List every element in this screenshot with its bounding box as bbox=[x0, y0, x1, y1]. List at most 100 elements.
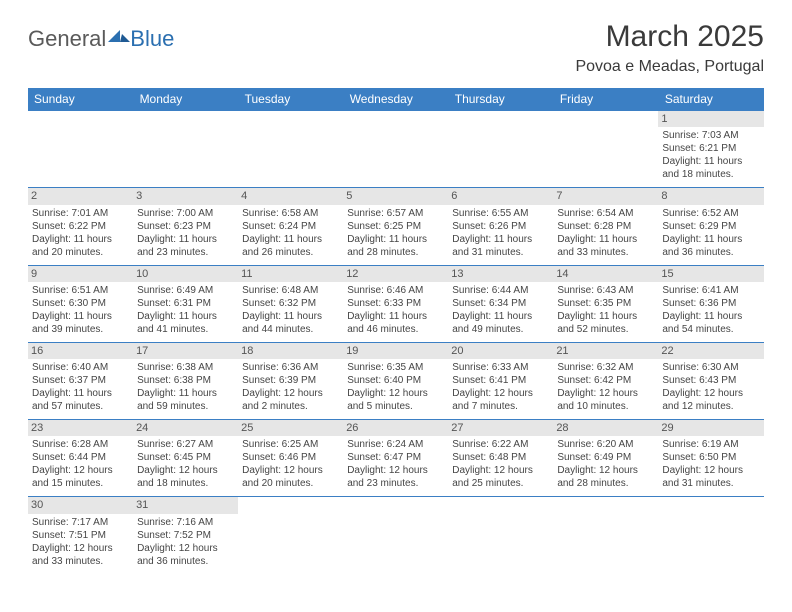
calendar-day-cell: 19Sunrise: 6:35 AMSunset: 6:40 PMDayligh… bbox=[343, 342, 448, 419]
calendar-day-cell bbox=[448, 497, 553, 574]
daylight2-text: and 33 minutes. bbox=[557, 246, 654, 259]
daylight2-text: and 15 minutes. bbox=[32, 477, 129, 490]
sunset-text: Sunset: 6:21 PM bbox=[662, 142, 759, 155]
day-number: 15 bbox=[658, 266, 763, 282]
sunrise-text: Sunrise: 6:19 AM bbox=[662, 438, 759, 451]
day-number: 24 bbox=[133, 420, 238, 436]
sunset-text: Sunset: 6:47 PM bbox=[347, 451, 444, 464]
daylight2-text: and 7 minutes. bbox=[452, 400, 549, 413]
sunset-text: Sunset: 6:31 PM bbox=[137, 297, 234, 310]
sunset-text: Sunset: 6:50 PM bbox=[662, 451, 759, 464]
calendar-day-cell: 29Sunrise: 6:19 AMSunset: 6:50 PMDayligh… bbox=[658, 420, 763, 497]
calendar-day-cell: 15Sunrise: 6:41 AMSunset: 6:36 PMDayligh… bbox=[658, 265, 763, 342]
daylight1-text: Daylight: 12 hours bbox=[242, 464, 339, 477]
calendar-day-cell: 30Sunrise: 7:17 AMSunset: 7:51 PMDayligh… bbox=[28, 497, 133, 574]
day-number: 11 bbox=[238, 266, 343, 282]
sunset-text: Sunset: 6:34 PM bbox=[452, 297, 549, 310]
daylight1-text: Daylight: 11 hours bbox=[662, 310, 759, 323]
sunrise-text: Sunrise: 6:25 AM bbox=[242, 438, 339, 451]
sunrise-text: Sunrise: 6:48 AM bbox=[242, 284, 339, 297]
calendar-day-cell: 20Sunrise: 6:33 AMSunset: 6:41 PMDayligh… bbox=[448, 342, 553, 419]
title-block: March 2025 Povoa e Meadas, Portugal bbox=[575, 20, 764, 76]
day-number: 27 bbox=[448, 420, 553, 436]
sunset-text: Sunset: 6:32 PM bbox=[242, 297, 339, 310]
calendar-day-cell: 27Sunrise: 6:22 AMSunset: 6:48 PMDayligh… bbox=[448, 420, 553, 497]
sunrise-text: Sunrise: 6:40 AM bbox=[32, 361, 129, 374]
sunrise-text: Sunrise: 7:16 AM bbox=[137, 516, 234, 529]
calendar-day-cell bbox=[448, 111, 553, 188]
calendar-week-row: 2Sunrise: 7:01 AMSunset: 6:22 PMDaylight… bbox=[28, 188, 764, 265]
flag-icon bbox=[108, 26, 130, 52]
daylight1-text: Daylight: 12 hours bbox=[452, 387, 549, 400]
daylight2-text: and 12 minutes. bbox=[662, 400, 759, 413]
day-number bbox=[448, 497, 553, 499]
daylight2-text: and 46 minutes. bbox=[347, 323, 444, 336]
calendar-day-cell: 5Sunrise: 6:57 AMSunset: 6:25 PMDaylight… bbox=[343, 188, 448, 265]
daylight1-text: Daylight: 12 hours bbox=[242, 387, 339, 400]
daylight2-text: and 54 minutes. bbox=[662, 323, 759, 336]
day-number bbox=[658, 497, 763, 499]
calendar-week-row: 1Sunrise: 7:03 AMSunset: 6:21 PMDaylight… bbox=[28, 111, 764, 188]
calendar-day-cell: 9Sunrise: 6:51 AMSunset: 6:30 PMDaylight… bbox=[28, 265, 133, 342]
sunset-text: Sunset: 6:41 PM bbox=[452, 374, 549, 387]
daylight2-text: and 31 minutes. bbox=[452, 246, 549, 259]
calendar-table: Sunday Monday Tuesday Wednesday Thursday… bbox=[28, 88, 764, 574]
daylight2-text: and 39 minutes. bbox=[32, 323, 129, 336]
calendar-day-cell: 12Sunrise: 6:46 AMSunset: 6:33 PMDayligh… bbox=[343, 265, 448, 342]
sunrise-text: Sunrise: 6:49 AM bbox=[137, 284, 234, 297]
weekday-header: Friday bbox=[553, 88, 658, 111]
calendar-day-cell: 17Sunrise: 6:38 AMSunset: 6:38 PMDayligh… bbox=[133, 342, 238, 419]
calendar-day-cell bbox=[343, 111, 448, 188]
day-number bbox=[133, 111, 238, 113]
sunrise-text: Sunrise: 6:28 AM bbox=[32, 438, 129, 451]
sunrise-text: Sunrise: 6:32 AM bbox=[557, 361, 654, 374]
day-number bbox=[28, 111, 133, 113]
daylight2-text: and 33 minutes. bbox=[32, 555, 129, 568]
sunset-text: Sunset: 6:26 PM bbox=[452, 220, 549, 233]
calendar-day-cell: 31Sunrise: 7:16 AMSunset: 7:52 PMDayligh… bbox=[133, 497, 238, 574]
sunset-text: Sunset: 6:36 PM bbox=[662, 297, 759, 310]
daylight2-text: and 41 minutes. bbox=[137, 323, 234, 336]
calendar-day-cell bbox=[28, 111, 133, 188]
logo-text-general: General bbox=[28, 26, 106, 52]
calendar-day-cell: 25Sunrise: 6:25 AMSunset: 6:46 PMDayligh… bbox=[238, 420, 343, 497]
sunset-text: Sunset: 6:29 PM bbox=[662, 220, 759, 233]
sunset-text: Sunset: 6:45 PM bbox=[137, 451, 234, 464]
weekday-header: Tuesday bbox=[238, 88, 343, 111]
daylight1-text: Daylight: 11 hours bbox=[347, 310, 444, 323]
daylight2-text: and 5 minutes. bbox=[347, 400, 444, 413]
daylight1-text: Daylight: 11 hours bbox=[557, 233, 654, 246]
sunrise-text: Sunrise: 7:01 AM bbox=[32, 207, 129, 220]
daylight2-text: and 28 minutes. bbox=[557, 477, 654, 490]
day-number: 8 bbox=[658, 188, 763, 204]
day-number: 4 bbox=[238, 188, 343, 204]
daylight1-text: Daylight: 11 hours bbox=[137, 310, 234, 323]
sunset-text: Sunset: 6:30 PM bbox=[32, 297, 129, 310]
calendar-day-cell bbox=[553, 497, 658, 574]
daylight2-text: and 23 minutes. bbox=[137, 246, 234, 259]
day-number bbox=[238, 111, 343, 113]
daylight1-text: Daylight: 12 hours bbox=[137, 542, 234, 555]
daylight1-text: Daylight: 12 hours bbox=[137, 464, 234, 477]
location-label: Povoa e Meadas, Portugal bbox=[575, 58, 764, 76]
day-number: 22 bbox=[658, 343, 763, 359]
calendar-body: 1Sunrise: 7:03 AMSunset: 6:21 PMDaylight… bbox=[28, 111, 764, 574]
day-number: 29 bbox=[658, 420, 763, 436]
daylight1-text: Daylight: 12 hours bbox=[557, 464, 654, 477]
day-number: 26 bbox=[343, 420, 448, 436]
calendar-day-cell bbox=[133, 111, 238, 188]
day-number: 1 bbox=[658, 111, 763, 127]
daylight2-text: and 25 minutes. bbox=[452, 477, 549, 490]
day-number bbox=[448, 111, 553, 113]
sunrise-text: Sunrise: 6:20 AM bbox=[557, 438, 654, 451]
calendar-day-cell: 1Sunrise: 7:03 AMSunset: 6:21 PMDaylight… bbox=[658, 111, 763, 188]
day-number: 23 bbox=[28, 420, 133, 436]
day-number: 18 bbox=[238, 343, 343, 359]
sunrise-text: Sunrise: 6:33 AM bbox=[452, 361, 549, 374]
sunset-text: Sunset: 6:37 PM bbox=[32, 374, 129, 387]
daylight2-text: and 10 minutes. bbox=[557, 400, 654, 413]
daylight1-text: Daylight: 11 hours bbox=[557, 310, 654, 323]
daylight1-text: Daylight: 12 hours bbox=[557, 387, 654, 400]
sunrise-text: Sunrise: 6:24 AM bbox=[347, 438, 444, 451]
sunset-text: Sunset: 6:35 PM bbox=[557, 297, 654, 310]
